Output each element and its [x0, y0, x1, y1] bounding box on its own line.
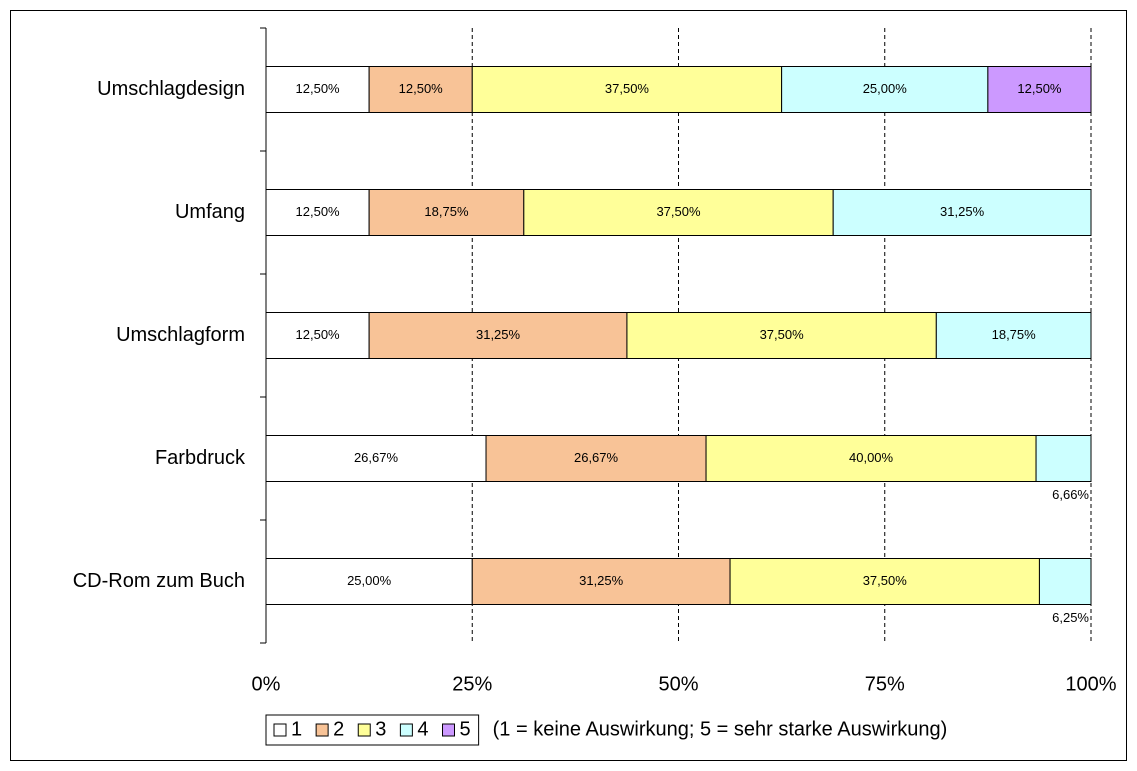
- value-label: 40,00%: [849, 450, 894, 465]
- value-label: 12,50%: [296, 204, 341, 219]
- value-label: 31,25%: [476, 327, 521, 342]
- legend-label: 3: [375, 718, 386, 740]
- bar-segment: [368, 312, 628, 359]
- legend-swatch: [399, 723, 413, 737]
- value-label: 12,50%: [1017, 81, 1062, 96]
- bar-segment: [1035, 435, 1092, 482]
- category-label: Umschlagdesign: [97, 78, 245, 100]
- value-label: 37,50%: [760, 327, 805, 342]
- bar-segment: [523, 189, 834, 236]
- value-label: 12,50%: [296, 327, 341, 342]
- value-label: 6,25%: [1052, 610, 1089, 625]
- value-label: 12,50%: [399, 81, 444, 96]
- value-label: 26,67%: [354, 450, 399, 465]
- bar-segment: [781, 66, 989, 113]
- category-label: Farbdruck: [155, 447, 246, 469]
- value-label: 25,00%: [863, 81, 908, 96]
- value-label: 31,25%: [579, 573, 624, 588]
- bar-segment: [832, 189, 1092, 236]
- bar-segment: [1038, 558, 1092, 605]
- bar-segment: [265, 312, 370, 359]
- value-label: 25,00%: [347, 573, 392, 588]
- legend-swatch: [357, 723, 371, 737]
- legend-swatch: [315, 723, 329, 737]
- chart-frame: [10, 10, 1127, 761]
- category-label: Umschlagform: [116, 324, 245, 346]
- x-tick-label: 100%: [1065, 673, 1116, 695]
- legend-swatch: [273, 723, 287, 737]
- x-tick-label: 0%: [252, 673, 281, 695]
- value-label: 37,50%: [863, 573, 908, 588]
- category-label: Umfang: [175, 201, 245, 223]
- value-label: 18,75%: [992, 327, 1037, 342]
- bar-segment: [935, 312, 1092, 359]
- x-tick-label: 25%: [452, 673, 492, 695]
- value-label: 26,67%: [574, 450, 619, 465]
- bar-segment: [987, 66, 1092, 113]
- legend-label: 5: [460, 718, 471, 740]
- bar-segment: [626, 312, 937, 359]
- legend-label: 1: [291, 718, 302, 740]
- value-label: 31,25%: [940, 204, 985, 219]
- category-label: CD-Rom zum Buch: [73, 570, 245, 592]
- value-label: 37,50%: [656, 204, 701, 219]
- value-label: 37,50%: [605, 81, 650, 96]
- bar-segment: [265, 66, 370, 113]
- x-tick-label: 75%: [865, 673, 905, 695]
- legend-note: (1 = keine Auswirkung; 5 = sehr starke A…: [493, 718, 948, 740]
- x-tick-label: 50%: [658, 673, 698, 695]
- value-label: 6,66%: [1052, 487, 1089, 502]
- bar-segment: [729, 558, 1040, 605]
- legend-swatch: [442, 723, 455, 737]
- legend-label: 4: [417, 718, 428, 740]
- value-label: 18,75%: [424, 204, 469, 219]
- value-label: 12,50%: [296, 81, 341, 96]
- bar-segment: [471, 558, 731, 605]
- bar-segment: [368, 66, 473, 113]
- bar-segment: [471, 66, 783, 113]
- legend-label: 2: [333, 718, 344, 740]
- bar-segment: [265, 558, 473, 605]
